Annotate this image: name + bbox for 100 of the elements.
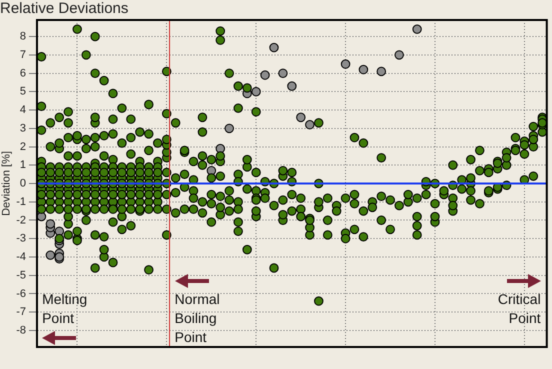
point (90, 168, 100, 178)
point (64, 230, 73, 240)
point (46, 219, 56, 229)
point (224, 186, 234, 196)
point (412, 230, 422, 240)
point (54, 190, 64, 200)
point (403, 190, 413, 200)
point (135, 168, 145, 178)
point (234, 226, 243, 236)
point (350, 224, 360, 234)
point (90, 132, 100, 142)
point (224, 68, 234, 78)
point (314, 118, 324, 128)
point (520, 149, 530, 159)
point (216, 171, 226, 181)
point (448, 200, 458, 210)
point (117, 168, 127, 178)
point (144, 190, 154, 200)
point (198, 208, 208, 218)
point (99, 131, 109, 140)
point (269, 263, 279, 273)
point (108, 88, 118, 98)
point (108, 114, 118, 124)
point (386, 195, 395, 205)
point (64, 204, 73, 214)
point (475, 146, 484, 156)
point (510, 132, 520, 142)
point (188, 156, 198, 166)
point (117, 224, 127, 234)
point (412, 212, 422, 222)
point (46, 118, 56, 128)
point (421, 190, 431, 200)
point (216, 151, 226, 161)
point (99, 168, 109, 178)
point (64, 118, 73, 128)
y-tick-label: 7 (20, 48, 26, 61)
point (108, 204, 118, 214)
point (170, 208, 180, 218)
point (144, 265, 154, 275)
point (36, 52, 46, 62)
point (90, 32, 100, 42)
point (170, 173, 180, 183)
point (180, 204, 190, 214)
point (90, 263, 100, 273)
point (269, 42, 279, 52)
point (224, 124, 234, 134)
point (90, 190, 100, 200)
point (90, 112, 100, 122)
point (198, 151, 208, 161)
point (72, 204, 82, 214)
point (466, 154, 476, 164)
y-tick-label: -1 (16, 196, 26, 208)
y-tick-label: -3 (16, 232, 26, 245)
point (108, 258, 118, 268)
point (117, 103, 127, 113)
point (126, 168, 136, 178)
point (206, 190, 216, 200)
y-tick-label: 4 (20, 104, 26, 116)
point (314, 197, 324, 207)
point (72, 190, 82, 200)
point (234, 217, 243, 227)
point (153, 138, 162, 148)
point (287, 81, 297, 91)
point (251, 86, 261, 96)
point (170, 118, 180, 128)
chart-title: Relative Deviations (0, 0, 128, 18)
point (126, 132, 136, 142)
y-tick-label: -6 (16, 288, 26, 300)
point (188, 204, 198, 214)
point (358, 138, 368, 148)
point (64, 132, 73, 142)
point (278, 210, 288, 220)
point (126, 149, 136, 159)
point (90, 230, 100, 240)
point (99, 244, 109, 254)
y-tick-label: 2 (20, 140, 26, 153)
point (90, 68, 100, 78)
point (206, 173, 216, 183)
point (278, 195, 288, 205)
point (72, 226, 82, 236)
point (72, 24, 82, 34)
point (135, 127, 145, 137)
point (287, 190, 297, 200)
point (198, 160, 208, 170)
point (466, 195, 476, 205)
point (269, 200, 279, 210)
point (99, 76, 109, 86)
point (448, 160, 458, 170)
point (81, 144, 91, 154)
point (46, 204, 56, 214)
point (296, 212, 306, 222)
annotation: Melting Point (42, 290, 88, 326)
point (224, 206, 234, 216)
point (54, 168, 64, 178)
point (198, 127, 208, 137)
point (350, 132, 360, 142)
point (242, 83, 252, 93)
point (64, 107, 73, 117)
point (216, 26, 226, 36)
point (296, 112, 306, 122)
